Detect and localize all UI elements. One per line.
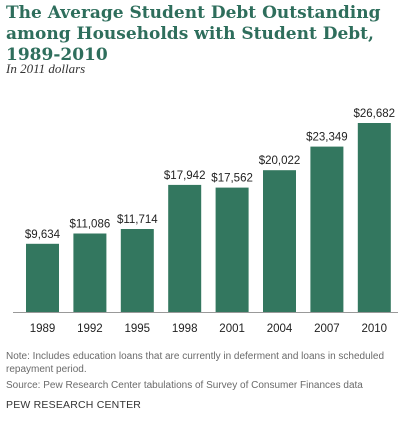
bar-2004: [263, 170, 296, 312]
value-label-1992: $11,086: [70, 219, 111, 231]
x-tick-label-2001: 2001: [219, 323, 245, 335]
x-tick-labels-layer: 1989 1992 1995 1998 2001 2004 2007 2010: [30, 323, 387, 335]
bar-2010: [357, 123, 391, 312]
brand-logo-text: PEW RESEARCH CENTER: [6, 399, 142, 411]
x-tick-label-1998: 1998: [172, 323, 198, 335]
value-label-2004: $20,022: [259, 155, 301, 167]
chart-note: Note: Includes education loans that are …: [6, 351, 385, 375]
value-labels-layer: $9,634 $11,086 $11,714 $17,942 $17,562 $20,02…: [25, 108, 395, 241]
value-label-2010: $26,682: [354, 108, 396, 120]
bar-1995: [120, 229, 154, 312]
chart-title: The Average Student Debt Outstanding amo…: [6, 3, 381, 65]
value-label-2007: $23,349: [306, 132, 348, 144]
bar-1989: [26, 243, 59, 312]
chart-subtitle: In 2011 dollars: [6, 61, 86, 76]
bar-2001: [215, 187, 249, 312]
bar-1992: [73, 233, 107, 312]
bars-layer: [26, 123, 391, 312]
bar-1998: [168, 184, 202, 312]
x-tick-label-2010: 2010: [362, 323, 388, 335]
value-label-1989: $9,634: [25, 229, 61, 241]
value-label-1998: $17,942: [164, 170, 206, 182]
x-tick-label-1995: 1995: [125, 323, 151, 335]
chart-source: Source: Pew Research Center tabulations …: [6, 380, 363, 391]
value-label-2001: $17,562: [211, 173, 253, 185]
x-tick-label-1992: 1992: [77, 323, 103, 335]
bar-2007: [310, 146, 344, 312]
x-tick-label-1989: 1989: [30, 323, 56, 335]
value-label-1995: $11,714: [117, 214, 158, 226]
x-tick-label-2007: 2007: [314, 323, 340, 335]
x-tick-label-2004: 2004: [267, 323, 293, 335]
